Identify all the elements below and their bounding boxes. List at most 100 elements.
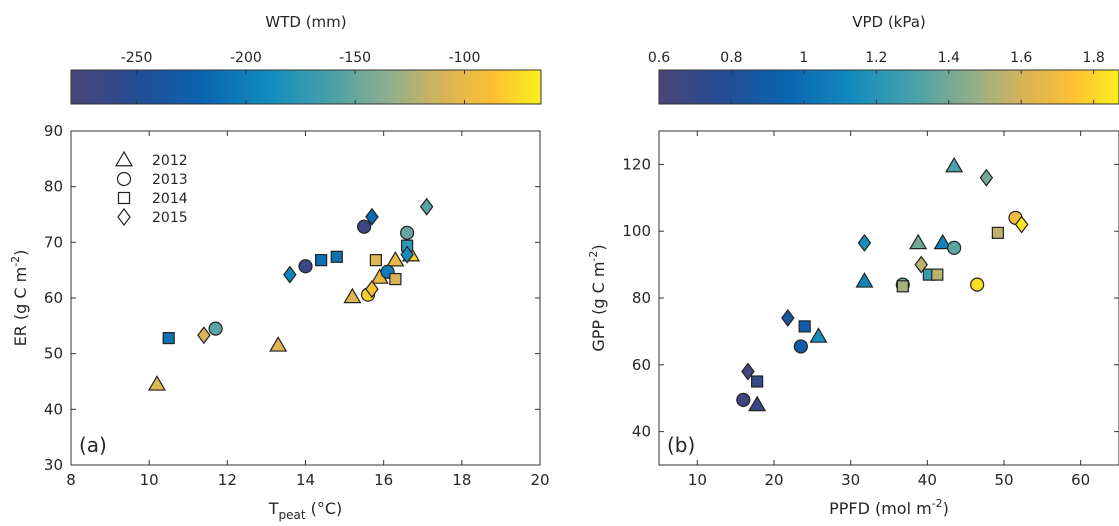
- legend-label: 2015: [152, 210, 188, 226]
- x-tick-label: 8: [66, 471, 76, 489]
- y-tick-label: 70: [44, 233, 63, 251]
- data-point-2015: [197, 326, 211, 345]
- y-tick-label: 60: [44, 289, 63, 307]
- legend-label: 2013: [152, 172, 188, 188]
- colorbar-tick-label: 1.6: [1010, 50, 1032, 66]
- data-point-2015: [365, 280, 379, 299]
- panel-label: (b): [667, 433, 695, 457]
- x-tick-label: 12: [218, 471, 237, 489]
- y-tick-label: 100: [622, 222, 651, 240]
- y-tick-label: 40: [44, 400, 63, 418]
- x-tick-label: 10: [140, 471, 159, 489]
- colorbar-label: WTD (mm): [265, 13, 346, 31]
- colorbar-tick-label: -100: [449, 50, 481, 66]
- data-point-2012: [386, 250, 405, 267]
- data-point-2015: [914, 255, 928, 274]
- colorbar-tick-label: 1.8: [1083, 50, 1105, 66]
- data-point-2013: [208, 321, 223, 336]
- x-tick-label: 40: [918, 471, 937, 489]
- plot-frame: [70, 130, 541, 466]
- data-point-2014: [369, 254, 382, 267]
- data-point-2014: [162, 331, 175, 345]
- x-axis-label: PPFD (mol m-2): [829, 497, 949, 518]
- data-point-2013: [357, 219, 372, 234]
- y-tick-label: 30: [44, 456, 63, 474]
- data-point-2013: [400, 225, 415, 240]
- colorbar: [658, 69, 1119, 105]
- y-tick-label: 40: [632, 423, 651, 441]
- x-tick-label: 18: [452, 471, 471, 489]
- x-tick-label: 50: [994, 471, 1013, 489]
- data-point-2014: [751, 375, 764, 388]
- data-point-2013: [736, 392, 751, 407]
- data-point-2013: [793, 339, 808, 354]
- colorbar-tick-label: 0.6: [648, 50, 670, 66]
- data-point-2014: [931, 268, 944, 281]
- x-axis-label: Tpeat (°C): [268, 499, 343, 522]
- data-point-2015: [283, 265, 297, 284]
- panel-a: -250 -200 -150 -100 WTD (mm) 8 10 12 14 16 18 20 30 4…: [9, 13, 550, 522]
- data-point-2012: [909, 233, 928, 250]
- legend-marker-2013: [116, 171, 132, 187]
- data-point-2013: [970, 277, 985, 292]
- data-point-2015: [365, 207, 379, 226]
- data-point-2013: [947, 240, 962, 255]
- legend-marker-2012: [114, 150, 134, 167]
- y-tick-label: 50: [44, 345, 63, 363]
- legend-marker-2015: [117, 208, 131, 226]
- data-point-2015: [1014, 215, 1029, 234]
- y-tick-label: 60: [632, 356, 651, 374]
- data-point-2015: [857, 233, 872, 252]
- data-point-2012: [933, 233, 952, 250]
- x-tick-label: 10: [688, 471, 707, 489]
- data-point-2012: [945, 156, 964, 173]
- data-point-2014: [389, 272, 402, 286]
- colorbar-tick-label: -200: [230, 50, 262, 66]
- data-point-2013: [298, 259, 313, 274]
- colorbar-tick-label: 1.4: [938, 50, 960, 66]
- x-tick-label: 14: [296, 471, 315, 489]
- data-point-2015: [741, 362, 755, 381]
- data-point-2012: [855, 272, 874, 288]
- colorbar-tick-label: -150: [339, 50, 371, 66]
- y-tick-label: 80: [44, 178, 63, 196]
- legend-label: 2012: [152, 153, 188, 169]
- data-point-2012: [343, 287, 362, 304]
- plot-frame: [658, 130, 1119, 466]
- y-axis-label: GPP (g C m-2): [587, 244, 608, 351]
- data-point-2014: [991, 226, 1004, 239]
- x-tick-label: 20: [764, 471, 783, 489]
- colorbar-tick-label: -250: [121, 50, 153, 66]
- data-point-2014: [315, 254, 328, 267]
- panel-b: 0.6 0.8 1 1.2 1.4 1.6 1.8 VPD (kPa) 10 20 30 40 50 60…: [587, 13, 1119, 518]
- data-point-2015: [419, 197, 434, 216]
- colorbar-label: VPD (kPa): [852, 13, 926, 31]
- y-tick-label: 90: [44, 122, 63, 140]
- y-axis-label: ER (g C m-2): [9, 250, 30, 347]
- data-point-2012: [748, 395, 767, 412]
- legend-marker-2014: [117, 191, 131, 205]
- x-tick-label: 60: [1071, 471, 1090, 489]
- x-tick-label: 30: [841, 471, 860, 489]
- y-tick-label: 80: [632, 289, 651, 307]
- y-tick-label: 120: [622, 155, 651, 173]
- colorbar: [70, 69, 542, 105]
- data-point-2012: [809, 327, 828, 343]
- x-tick-label: 20: [530, 471, 549, 489]
- colorbar-tick-label: 1: [799, 50, 808, 66]
- colorbar-tick-label: 1.2: [865, 50, 887, 66]
- colorbar-tick-label: 0.8: [720, 50, 742, 66]
- data-point-2014: [330, 250, 343, 263]
- data-point-2015: [979, 168, 994, 187]
- x-tick-label: 16: [374, 471, 393, 489]
- data-point-2015: [400, 245, 414, 264]
- data-point-2012: [269, 336, 288, 352]
- panel-label: (a): [79, 433, 107, 457]
- data-point-2014: [798, 320, 811, 333]
- data-point-2015: [781, 309, 795, 328]
- data-point-2012: [147, 375, 167, 391]
- legend-label: 2014: [152, 191, 188, 207]
- data-point-2014: [896, 280, 909, 293]
